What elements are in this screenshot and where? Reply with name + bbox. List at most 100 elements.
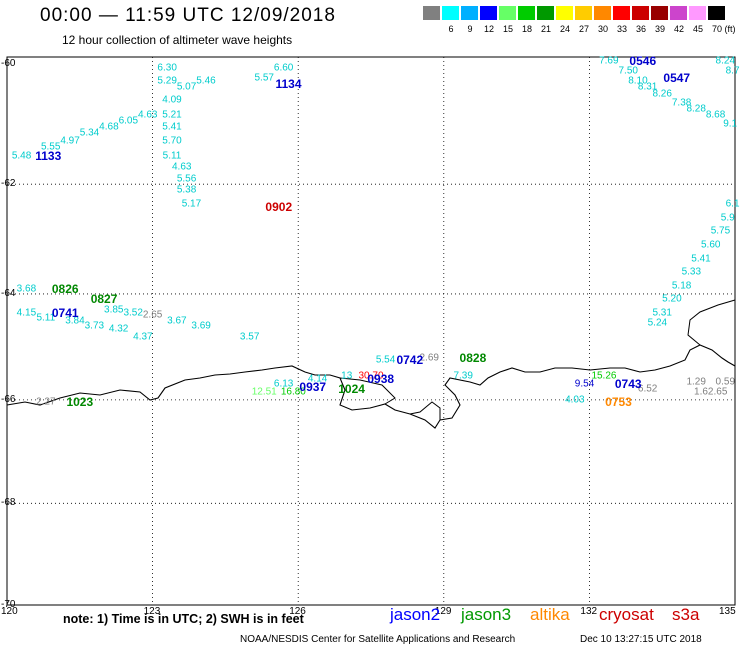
wave-height-reading: 3.85 — [104, 304, 124, 316]
wave-height-reading: 5.54 — [375, 354, 396, 366]
pass-time-label: 0826 — [51, 281, 79, 296]
wave-height-reading: 1.62.65 — [694, 386, 728, 398]
legend-swatch — [708, 6, 725, 20]
wave-height-reading: 4.63 — [171, 161, 192, 173]
legend-swatch — [594, 6, 611, 20]
legend-swatch — [670, 6, 687, 20]
legend-label: 24 — [559, 24, 571, 34]
footnote: note: 1) Time is in UTC; 2) SWH is in fe… — [63, 612, 304, 626]
longitude-label: 123 — [143, 606, 161, 617]
legend-swatch — [575, 6, 592, 20]
graticule — [7, 57, 735, 605]
legend-label: 21 — [540, 24, 552, 34]
legend-label: 15 — [502, 24, 514, 34]
map-subtitle: 12 hour collection of altimeter wave hei… — [62, 33, 293, 47]
legend-label: 70 — [711, 24, 723, 34]
legend-label: 30 — [597, 24, 609, 34]
wave-height-reading: 6.52 — [637, 383, 658, 395]
pass-time-label: 1134 — [275, 77, 302, 92]
wave-height-reading: 5.31 — [652, 307, 672, 319]
antarctic-coastline — [6, 344, 736, 429]
legend-label: 6 — [448, 24, 454, 34]
legend-label: 12 — [483, 24, 495, 34]
wave-height-reading: 5.33 — [681, 266, 702, 278]
wave-height-reading: 5.34 — [79, 127, 100, 139]
generation-timestamp: Dec 10 13:27:15 UTC 2018 — [580, 634, 702, 645]
satellite-label-cryosat: cryosat — [599, 605, 654, 624]
latitude-label: -70 — [1, 599, 16, 610]
legend-swatch — [556, 6, 573, 20]
wave-height-reading: 4.03 — [565, 394, 585, 406]
wave-height-reading: 5.18 — [671, 280, 692, 292]
wave-height-reading: 5.41 — [691, 253, 711, 265]
longitude-label: 126 — [289, 606, 306, 617]
wave-height-reading: 3.84 — [65, 315, 85, 327]
legend-label: 42 — [673, 24, 685, 34]
pass-time-label: 0547 — [663, 70, 691, 85]
wave-height-reading: 6.30 — [157, 62, 177, 74]
wave-height-reading: 8.68 — [705, 109, 726, 121]
wave-height-reading: 5.20 — [662, 293, 682, 305]
wave-height-reading: 5.57 — [254, 72, 274, 84]
wave-height-reading: 5.24 — [647, 317, 668, 329]
legend-label: 36 — [635, 24, 647, 34]
wave-height-reading: 7.69 — [599, 55, 619, 67]
pass-time-label: 0742 — [396, 353, 424, 368]
wave-height-reading: 5.55 — [40, 141, 61, 153]
wave-height-reading: 4.09 — [162, 94, 182, 106]
map-frame — [6, 56, 736, 606]
legend-swatch — [518, 6, 535, 20]
wave-height-reading: 4.32 — [108, 323, 129, 335]
legend-swatch — [689, 6, 706, 20]
legend-swatch — [651, 6, 668, 20]
wave-height-reading: 5.21 — [162, 109, 182, 121]
wave-height-reading: 9.54 — [574, 378, 595, 390]
wave-height-reading: 5.38 — [176, 184, 197, 196]
legend-swatch — [461, 6, 478, 20]
wave-height-reading: 8.26 — [652, 88, 672, 100]
pass-time-label: 0902 — [265, 199, 293, 214]
longitude-label: 120 — [1, 606, 18, 617]
wave-height-reading: 4.37 — [133, 331, 153, 343]
pass-time-label: 0753 — [605, 395, 632, 410]
legend-label: 27 — [578, 24, 590, 34]
wave-height-reading: 5.07 — [176, 81, 197, 93]
latitude-label: -62 — [1, 178, 16, 190]
wave-height-reading: 3.57 — [239, 331, 260, 343]
wave-height-reading: 4.15 — [16, 307, 37, 319]
wave-height-reading: 8.31 — [637, 81, 658, 93]
wave-height-reading: 3.69 — [191, 320, 211, 332]
legend-swatch — [423, 6, 440, 20]
pass-time-label: 0938 — [367, 371, 395, 386]
wave-height-reading: 5.9 — [720, 212, 735, 224]
map-title: 00:00 — 11:59 UTC 12/09/2018 — [40, 5, 336, 26]
legend-swatch — [442, 6, 459, 20]
satellite-label-altika: altika — [530, 605, 570, 624]
wave-height-reading: 6.05 — [118, 115, 139, 127]
legend-swatch — [537, 6, 554, 20]
legend-label: 9 — [467, 24, 473, 34]
longitude-label: 135 — [719, 606, 736, 617]
legend-label: 45 — [692, 24, 704, 34]
pass-time-label: 1133 — [35, 148, 62, 163]
legend-label: 33 — [616, 24, 628, 34]
wave-height-reading: 2.27 — [36, 396, 56, 408]
wave-height-reading: 7.39 — [453, 370, 473, 382]
wave-height-reading: 3.68 — [16, 283, 37, 295]
latitude-label: -64 — [1, 287, 16, 299]
wave-height-reading: 5.11 — [162, 150, 182, 162]
wave-height-reading: 8.10 — [628, 75, 648, 87]
wave-height-reading: 4.68 — [99, 121, 119, 133]
legend-swatch — [632, 6, 649, 20]
wave-height-reading: 5.41 — [162, 121, 182, 133]
wave-height-reading: 6.60 — [273, 62, 294, 74]
legend-swatch — [480, 6, 497, 20]
wave-height-reading: 7.38 — [671, 97, 692, 109]
pass-time-label: 0743 — [614, 377, 642, 392]
wave-height-reading: 5.29 — [157, 75, 177, 87]
longitude-label: 132 — [580, 606, 598, 617]
wave-height-reading: 15.26 — [591, 370, 617, 382]
legend-unit: (ft) — [724, 24, 736, 34]
satellite-label-jason2: jason2 — [390, 605, 441, 624]
